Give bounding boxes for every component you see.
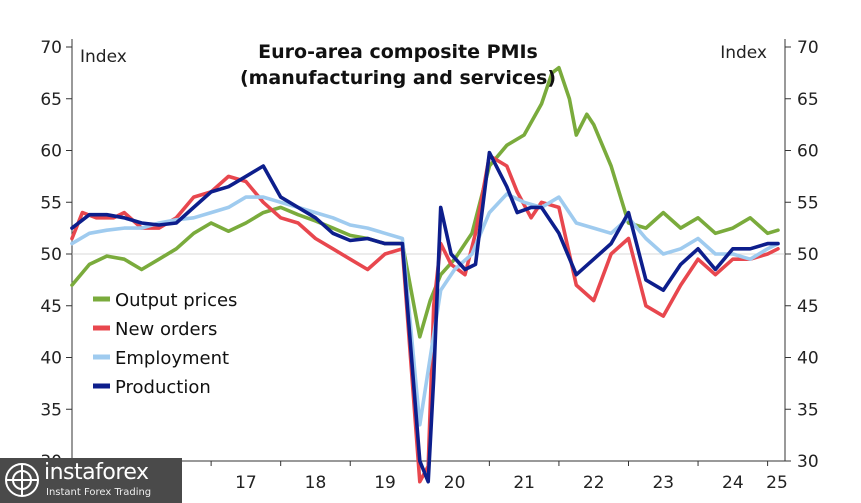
y-tick-label-right: 35	[797, 400, 819, 420]
y-tick-label-right: 40	[797, 349, 819, 369]
y-tick-label-right: 60	[797, 142, 819, 162]
x-tick-label: 20	[444, 473, 466, 493]
series-line-output-prices	[70, 65, 780, 339]
x-tick-label: 25	[766, 473, 788, 493]
y-tick-label-left: 50	[40, 245, 62, 265]
x-tick-label: 22	[583, 473, 605, 493]
y-tick-label-left: 55	[40, 193, 62, 213]
y-tick-label-left: 70	[40, 38, 62, 58]
y-tick-label-left: 65	[40, 90, 62, 110]
x-tick-label: 21	[513, 473, 535, 493]
y-tick-label-right: 55	[797, 193, 819, 213]
chart-title-line-2: (manufacturing and services)	[240, 67, 556, 89]
legend-label-production: Production	[115, 377, 211, 398]
y-tick-label-left: 45	[40, 297, 62, 317]
y-tick-label-right: 45	[797, 297, 819, 317]
legend-label-output-prices: Output prices	[115, 290, 237, 311]
y-tick-label-right: 65	[797, 90, 819, 110]
chart-legend: Output prices New orders Employment Product…	[93, 290, 237, 398]
series-line-employment	[70, 192, 780, 427]
y-axis-left-label: Index	[80, 47, 127, 67]
legend-label-employment: Employment	[115, 348, 229, 369]
legend-label-new-orders: New orders	[115, 319, 217, 340]
watermark-tagline: Instant Forex Trading	[46, 487, 152, 498]
y-tick-label-left: 40	[40, 349, 62, 369]
series-line-production	[70, 150, 780, 484]
watermark-brand: instaforex	[44, 460, 149, 485]
y-tick-label-right: 50	[797, 245, 819, 265]
y-axis-right-label: Index	[720, 43, 767, 63]
instaforex-logo-icon	[5, 463, 39, 497]
x-tick-label: 18	[305, 473, 327, 493]
watermark-logo: instaforex Instant Forex Trading	[0, 458, 182, 503]
y-tick-label-left: 35	[40, 400, 62, 420]
x-tick-label: 19	[374, 473, 396, 493]
x-tick-label: 17	[235, 473, 257, 493]
x-tick-label: 24	[722, 473, 744, 493]
y-tick-label-left: 60	[40, 142, 62, 162]
chart-series	[70, 65, 780, 484]
x-tick-label: 23	[652, 473, 674, 493]
y-tick-label-right: 30	[797, 452, 819, 472]
series-line-new-orders	[70, 153, 780, 484]
chart-title-line-1: Euro-area composite PMIs	[258, 41, 538, 63]
y-tick-label-right: 70	[797, 38, 819, 58]
